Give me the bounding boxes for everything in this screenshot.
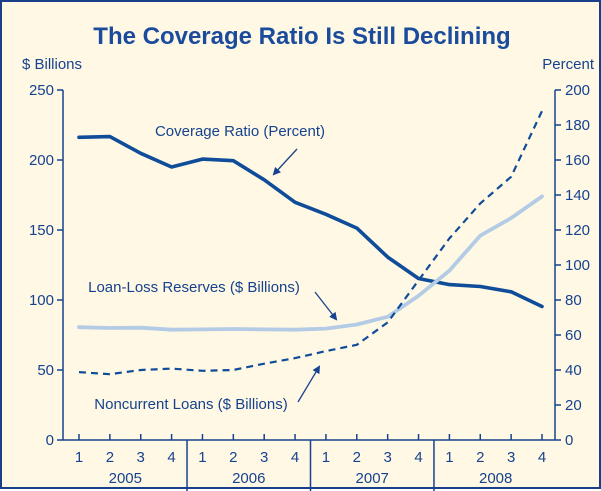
right-tick-label: 40 [565,362,582,379]
quarter-tick-label: 1 [198,449,206,466]
quarter-tick-label: 2 [106,449,114,466]
series-lines [77,110,544,376]
series-line-2 [78,110,543,376]
right-tick-label: 180 [565,117,590,134]
left-tick-label: 200 [29,152,54,169]
left-axis-unit-label: $ Billions [22,56,82,73]
quarter-tick-label: 2 [476,449,484,466]
quarter-tick-label: 1 [322,449,330,466]
axes: 0 50 100 150 200 250 0 20 40 60 80 100 120 140 160 180 2… [29,82,590,491]
quarter-tick-label: 3 [507,449,515,466]
chart-title: The Coverage Ratio Is Still Declining [93,23,510,50]
quarter-tick-label: 3 [383,449,391,466]
quarter-tick-label: 4 [414,449,422,466]
quarter-tick-label: 1 [445,449,453,466]
left-tick-label: 50 [37,362,54,379]
year-label: 2005 [109,470,142,487]
right-tick-label: 140 [565,187,590,204]
quarter-tick-label: 3 [137,449,145,466]
series-line-1 [77,194,544,332]
year-label: 2008 [479,470,512,487]
annotation-label-2: Noncurrent Loans ($ Billions) [94,396,287,413]
quarter-tick-label: 4 [167,449,175,466]
left-tick-label: 0 [46,432,54,449]
right-tick-label: 100 [565,257,590,274]
annotation-label-0: Coverage Ratio (Percent) [155,123,325,140]
annotation-arrow-2 [297,365,321,403]
quarter-tick-label: 3 [260,449,268,466]
right-tick-label: 0 [565,432,573,449]
annotation-label-1: Loan-Loss Reserves ($ Billions) [88,279,300,296]
year-label: 2007 [356,470,389,487]
year-label: 2006 [232,470,265,487]
annotation-arrow-1 [314,291,338,321]
quarter-tick-label: 4 [291,449,299,466]
annotation-arrow-0 [272,148,298,176]
annotations: Coverage Ratio (Percent) Loan-Loss Reserv… [88,123,338,413]
right-tick-label: 160 [565,152,590,169]
quarter-tick-label: 1 [75,449,83,466]
quarter-tick-label: 2 [353,449,361,466]
right-axis-unit-label: Percent [542,56,595,73]
series-line-0 [77,134,544,309]
right-tick-label: 120 [565,222,590,239]
right-tick-label: 200 [565,82,590,99]
left-tick-label: 150 [29,222,54,239]
quarter-tick-label: 4 [538,449,546,466]
quarter-tick-label: 2 [229,449,237,466]
right-tick-label: 80 [565,292,582,309]
right-tick-label: 20 [565,397,582,414]
right-tick-label: 60 [565,327,582,344]
left-tick-label: 250 [29,82,54,99]
left-tick-label: 100 [29,292,54,309]
